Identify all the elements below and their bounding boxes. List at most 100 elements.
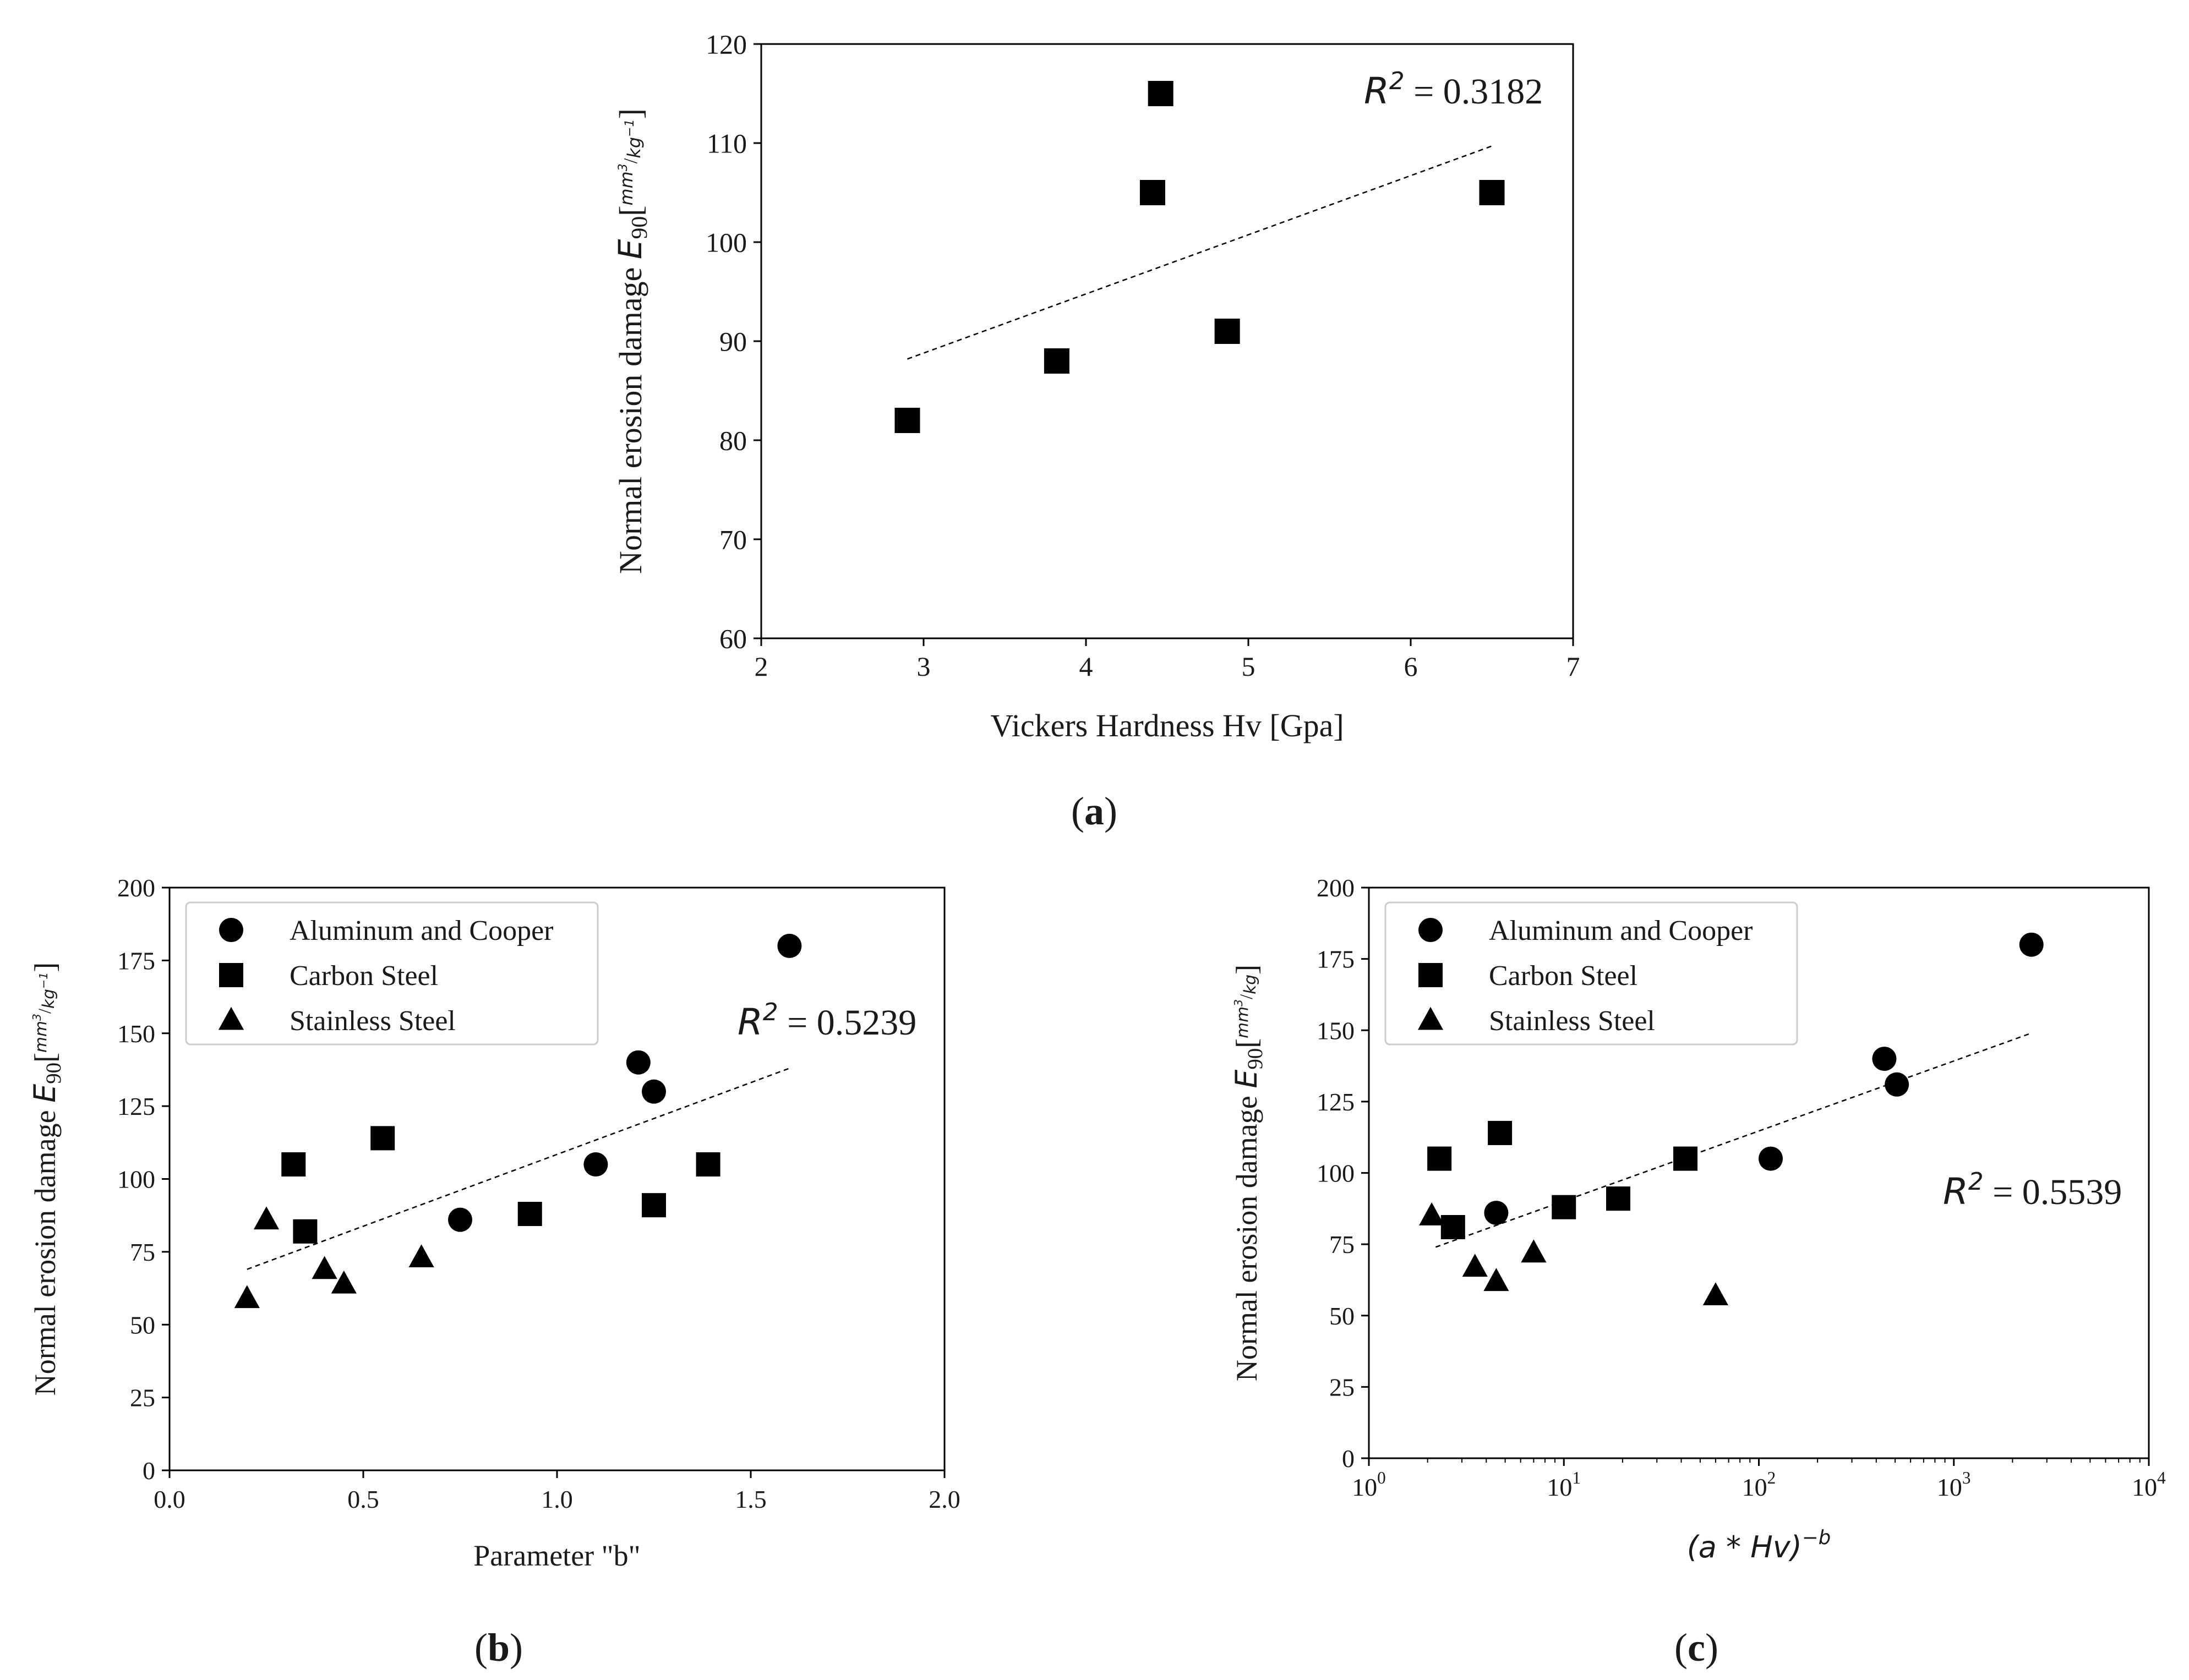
- legend-label: Aluminum and Cooper: [290, 915, 554, 946]
- data-point-square: [1427, 1146, 1452, 1171]
- y-tick-label: 150: [117, 1020, 155, 1048]
- data-point-square: [1673, 1146, 1698, 1171]
- data-point-square: [1044, 348, 1069, 374]
- chart-panel-b: 0.0 0.5 1.0 1.5 2.0 0 25 50 75 100 125 150 175 200 R2 …: [28, 874, 960, 1670]
- data-point-square: [1488, 1120, 1513, 1145]
- data-point-square: [281, 1152, 306, 1177]
- x-tick-label: 0.5: [347, 1485, 379, 1513]
- data-point-circle: [1759, 1146, 1783, 1171]
- data-point-square: [1606, 1186, 1630, 1211]
- y-tick-label: 0: [143, 1457, 155, 1485]
- data-point-square: [1479, 180, 1505, 205]
- y-tick-label: 90: [719, 326, 747, 357]
- legend-label: Stainless Steel: [1489, 1005, 1655, 1037]
- r-squared-annotation: R2 = 0.5239: [738, 999, 916, 1043]
- legend: Aluminum and Cooper Carbon Steel Stainless…: [185, 901, 599, 1046]
- data-point-square: [1139, 180, 1165, 205]
- data-point-triangle: [1462, 1254, 1488, 1277]
- y-tick-label: 200: [1317, 874, 1355, 902]
- data-point-square: [894, 408, 920, 433]
- chart-panel-c: 100 101 102 103 104 0 25 50 75 100 125 150 175 200 R2 …: [1229, 874, 2166, 1670]
- y-tick-label: 120: [706, 29, 747, 60]
- x-axis-label: (a * Hv)−b: [1687, 1526, 1831, 1564]
- trend-line: [907, 145, 1492, 360]
- data-point-square: [1214, 319, 1240, 344]
- y-tick-label: 150: [1317, 1016, 1355, 1044]
- plot-frame: [760, 43, 1574, 639]
- x-axis-label: Vickers Hardness Hv [Gpa]: [990, 708, 1344, 743]
- y-axis-label: Normal erosion damage E90[mm3/kg]: [1229, 965, 1267, 1381]
- y-tick-label: 25: [130, 1384, 155, 1412]
- legend-marker-square: [1418, 963, 1443, 987]
- r-squared-annotation: R2 = 0.3182: [1364, 68, 1543, 112]
- r-squared-annotation: R2 = 0.5539: [1943, 1168, 2122, 1213]
- legend-box: [185, 901, 599, 1046]
- x-tick-label: 2.0: [929, 1485, 960, 1513]
- legend-marker-triangle: [218, 1006, 244, 1030]
- legend-marker-triangle: [1417, 1006, 1444, 1030]
- legend-label: Aluminum and Cooper: [1489, 915, 1753, 946]
- data-point-square: [517, 1202, 542, 1227]
- y-tick-label: 50: [1329, 1302, 1355, 1330]
- data-point-square: [1148, 81, 1173, 106]
- x-tick-label: 0.0: [154, 1485, 185, 1513]
- y-tick-label: 70: [719, 524, 747, 555]
- y-tick-label: 175: [117, 946, 155, 975]
- data-point-circle: [642, 1079, 666, 1104]
- panel-label: (c): [1674, 1626, 1718, 1670]
- data-point-circle: [583, 1152, 608, 1177]
- data-point-circle: [1872, 1047, 1897, 1071]
- legend-marker-circle: [219, 918, 243, 942]
- y-tick-label: 50: [130, 1311, 155, 1339]
- panel-label: (b): [474, 1626, 523, 1670]
- x-tick-label: 102: [1742, 1468, 1776, 1501]
- data-point-square: [1440, 1215, 1465, 1240]
- y-tick-label: 100: [1317, 1159, 1355, 1188]
- y-tick-label: 75: [130, 1238, 155, 1266]
- x-tick-label: 1.5: [735, 1485, 767, 1513]
- x-tick-label: 104: [2132, 1468, 2166, 1501]
- x-tick-label: 100: [1352, 1468, 1386, 1501]
- data-point-triangle: [312, 1256, 337, 1279]
- y-tick-label: 125: [1317, 1088, 1355, 1116]
- data-point-triangle: [253, 1206, 280, 1230]
- data-point-circle: [1885, 1072, 1909, 1097]
- data-point-square: [696, 1152, 720, 1177]
- chart-panel-a: 2 3 4 5 6 7 60 70 80 90 100 110 120 R2 = 0.3182 Vicker…: [612, 29, 1580, 834]
- x-tick-label: 103: [1937, 1468, 1971, 1501]
- data-point-triangle: [1702, 1282, 1729, 1306]
- x-tick-label: 2: [755, 651, 768, 682]
- data-point-triangle: [408, 1244, 434, 1268]
- y-tick-label: 100: [706, 227, 747, 258]
- data-point-circle: [2019, 932, 2044, 957]
- legend-label: Carbon Steel: [1489, 960, 1637, 992]
- legend-label: Stainless Steel: [290, 1005, 456, 1037]
- y-tick-label: 175: [1317, 945, 1355, 973]
- y-tick-label: 200: [117, 874, 155, 902]
- data-point-triangle: [1419, 1202, 1445, 1225]
- data-point-triangle: [331, 1270, 357, 1294]
- y-axis-label: Normal erosion damage E90[mm3/kg−1]: [28, 962, 65, 1396]
- data-point-circle: [626, 1050, 651, 1075]
- data-point-circle: [448, 1207, 472, 1232]
- x-tick-label: 101: [1547, 1468, 1581, 1501]
- panel-label: (a): [1071, 789, 1117, 833]
- data-point-circle: [777, 933, 802, 958]
- trend-line: [1435, 1032, 2032, 1248]
- y-tick-label: 100: [117, 1165, 155, 1194]
- x-tick-label: 1.0: [541, 1485, 573, 1513]
- legend-label: Carbon Steel: [290, 960, 438, 992]
- y-tick-label: 80: [719, 425, 747, 456]
- data-point-triangle: [1483, 1268, 1509, 1292]
- data-point-square: [293, 1219, 318, 1244]
- legend-box: [1384, 901, 1798, 1046]
- data-point-square: [642, 1193, 666, 1218]
- data-point-triangle: [1521, 1239, 1547, 1263]
- y-axis-label: Normal erosion damage E90[mm3/kg−1]: [612, 108, 652, 574]
- data-point-triangle: [234, 1285, 260, 1309]
- y-tick-label: 110: [707, 128, 747, 159]
- legend-marker-circle: [1418, 918, 1443, 942]
- legend-marker-square: [219, 963, 243, 987]
- y-tick-label: 0: [1342, 1444, 1355, 1473]
